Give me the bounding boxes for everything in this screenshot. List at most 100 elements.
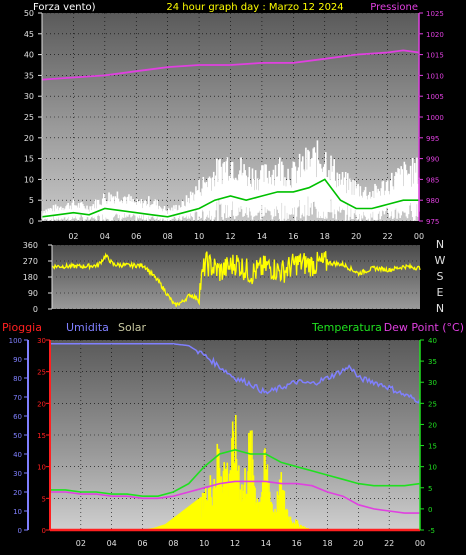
x-tick-label: 22 — [384, 539, 394, 548]
direction-letter: N — [436, 302, 444, 315]
x-tick-label: 00 — [415, 539, 425, 548]
y-tick-label: 25 — [24, 113, 34, 122]
temperature-panel-axes: 0102030405060708090100051015202530-50510… — [9, 337, 437, 548]
x-tick-label: 06 — [137, 539, 147, 548]
solar-label: Solar — [118, 321, 147, 334]
y-tick-label: 5 — [29, 196, 34, 205]
y-tick-label: 15 — [24, 155, 34, 164]
y-tick-label: 50 — [24, 9, 34, 18]
humidity-tick-label: 20 — [13, 489, 22, 497]
x-tick-label: 04 — [107, 539, 117, 548]
temperature-line — [50, 448, 421, 498]
pressure-tick-label: 1005 — [426, 93, 444, 101]
direction-letter: W — [435, 254, 446, 267]
humidity-tick-label: 30 — [13, 470, 22, 478]
x-tick-label: 10 — [194, 232, 204, 241]
humidity-tick-label: 80 — [13, 375, 22, 383]
rain-tick-label: 20 — [37, 400, 46, 408]
pressure-tick-label: 1025 — [426, 10, 444, 18]
y-tick-label: 40 — [24, 51, 34, 60]
dewpoint-label: Dew Point (°C) — [384, 321, 464, 334]
temp-tick-label: 10 — [428, 464, 437, 472]
rain-label: Pioggia — [2, 321, 42, 334]
y-tick-label: 0 — [29, 217, 34, 226]
wind-direction-series — [51, 251, 421, 307]
humidity-tick-label: 0 — [18, 527, 22, 535]
x-tick-label: 08 — [163, 232, 173, 241]
humidity-tick-label: 10 — [13, 508, 22, 516]
x-tick-label: 08 — [168, 539, 178, 548]
rain-tick-label: 10 — [37, 464, 46, 472]
rain-tick-label: 15 — [37, 432, 46, 440]
solar-series — [144, 414, 312, 530]
direction-tick-label: 270 — [23, 257, 38, 266]
humidity-tick-label: 50 — [13, 432, 22, 440]
direction-tick-label: 360 — [23, 241, 38, 250]
temp-tick-label: 30 — [428, 379, 437, 387]
temp-tick-label: 35 — [428, 358, 437, 366]
wind-panel-grid — [42, 12, 420, 222]
wind-direction-line — [51, 251, 421, 307]
humidity-tick-label: 60 — [13, 413, 22, 421]
x-tick-label: 10 — [199, 539, 209, 548]
title-right: Pressione — [370, 2, 418, 13]
chart-title: 24 hour graph day : Marzo 12 2024 — [166, 2, 343, 13]
pressure-tick-label: 995 — [426, 135, 439, 143]
temperature-series — [50, 448, 421, 498]
y-tick-label: 45 — [24, 30, 34, 39]
humidity-series — [50, 343, 421, 404]
direction-letter: S — [437, 270, 444, 283]
humidity-tick-label: 90 — [13, 356, 22, 364]
x-tick-label: 00 — [414, 232, 424, 241]
wind-panel-axes: 0510152025303540455097598098599099510001… — [24, 9, 444, 241]
humidity-tick-label: 100 — [9, 337, 22, 345]
pressure-tick-label: 980 — [426, 197, 439, 205]
y-tick-label: 20 — [24, 134, 34, 143]
pressure-tick-label: 1010 — [426, 72, 444, 80]
x-tick-label: 02 — [68, 232, 78, 241]
temp-tick-label: 0 — [428, 506, 432, 514]
x-tick-label: 22 — [382, 232, 392, 241]
dewpoint-series — [50, 480, 420, 514]
dewpoint-line — [50, 480, 420, 514]
rain-tick-label: 25 — [37, 369, 46, 377]
rain-tick-label: 0 — [42, 527, 46, 535]
x-tick-label: 16 — [288, 232, 298, 241]
temp-tick-label: 40 — [428, 337, 437, 345]
x-tick-label: 02 — [76, 539, 86, 548]
x-tick-label: 12 — [230, 539, 240, 548]
rain-tick-label: 5 — [42, 495, 46, 503]
temp-tick-label: 5 — [428, 485, 432, 493]
direction-tick-label: 180 — [23, 273, 38, 282]
wind-average-series — [41, 178, 419, 218]
x-tick-label: 06 — [131, 232, 141, 241]
pressure-tick-label: 1020 — [426, 31, 444, 39]
y-tick-label: 10 — [24, 175, 34, 184]
temp-tick-label: 20 — [428, 421, 437, 429]
x-tick-label: 04 — [100, 232, 110, 241]
x-tick-label: 18 — [320, 232, 330, 241]
humidity-line — [50, 343, 421, 404]
humidity-label: Umidita — [66, 321, 109, 334]
direction-letter: N — [436, 238, 444, 251]
pressure-tick-label: 990 — [426, 156, 439, 164]
temp-tick-label: 25 — [428, 400, 437, 408]
pressure-tick-label: 1015 — [426, 52, 444, 60]
pressure-tick-label: 985 — [426, 176, 439, 184]
y-tick-label: 35 — [24, 71, 34, 80]
x-tick-label: 20 — [353, 539, 363, 548]
title-left: Forza vento) — [33, 2, 96, 13]
direction-tick-label: 90 — [28, 289, 38, 298]
x-tick-label: 14 — [257, 232, 267, 241]
pressure-tick-label: 975 — [426, 218, 439, 226]
y-tick-label: 30 — [24, 92, 34, 101]
temperature-label: Temperatura — [311, 321, 382, 334]
temp-tick-label: -5 — [428, 527, 435, 535]
wind-average-line — [41, 178, 419, 218]
pressure-tick-label: 1000 — [426, 114, 444, 122]
x-tick-label: 16 — [292, 539, 302, 548]
humidity-tick-label: 40 — [13, 451, 22, 459]
direction-tick-label: 0 — [33, 305, 38, 314]
